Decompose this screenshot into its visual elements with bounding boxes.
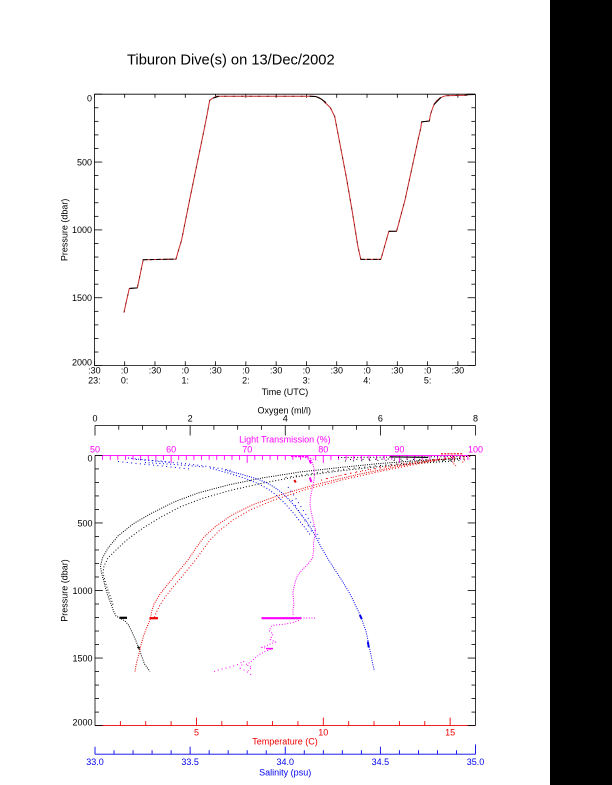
svg-text:2:: 2: [242, 375, 250, 385]
svg-text:50: 50 [90, 444, 100, 454]
svg-text::0: :0 [363, 366, 371, 376]
svg-text:23:: 23: [88, 375, 101, 385]
svg-text:35.0: 35.0 [467, 757, 485, 767]
svg-text:0: 0 [92, 413, 97, 423]
svg-text::30: :30 [209, 366, 222, 376]
svg-text:Light Transmission (%): Light Transmission (%) [239, 434, 331, 444]
svg-text:Tiburon Dive(s) on 13/Dec/2002: Tiburon Dive(s) on 13/Dec/2002 [127, 52, 335, 68]
svg-text::0: :0 [242, 366, 250, 376]
svg-text::0: :0 [182, 366, 190, 376]
svg-text:1500: 1500 [72, 293, 92, 303]
svg-text:60: 60 [166, 444, 176, 454]
svg-text:2000: 2000 [72, 358, 92, 368]
svg-text:4: 4 [283, 413, 288, 423]
svg-text:500: 500 [77, 518, 92, 528]
svg-text:0: 0 [87, 93, 92, 103]
svg-text:80: 80 [318, 444, 328, 454]
svg-text:15: 15 [445, 728, 455, 738]
svg-text:1000: 1000 [72, 225, 92, 235]
svg-text:Oxygen (ml/l): Oxygen (ml/l) [257, 405, 311, 415]
svg-text:1500: 1500 [72, 653, 92, 663]
svg-text:2000: 2000 [72, 718, 92, 728]
svg-text::0: :0 [424, 366, 432, 376]
svg-text:70: 70 [242, 444, 252, 454]
svg-text::0: :0 [121, 366, 129, 376]
svg-text:Salinity (psu): Salinity (psu) [259, 768, 311, 778]
svg-text::30: :30 [149, 366, 162, 376]
svg-text::30: :30 [88, 366, 101, 376]
svg-text:10: 10 [318, 728, 328, 738]
svg-text:Temperature (C): Temperature (C) [252, 736, 318, 746]
svg-text:6: 6 [378, 413, 383, 423]
svg-text:33.5: 33.5 [181, 757, 199, 767]
svg-text:1:: 1: [182, 375, 190, 385]
svg-text:Pressure (dbar): Pressure (dbar) [60, 559, 70, 622]
svg-text:34.0: 34.0 [276, 757, 294, 767]
svg-text:90: 90 [394, 444, 404, 454]
svg-text::30: :30 [391, 366, 404, 376]
svg-text::0: :0 [303, 366, 311, 376]
svg-text:4:: 4: [363, 375, 371, 385]
svg-text::30: :30 [330, 366, 343, 376]
svg-text::30: :30 [270, 366, 283, 376]
svg-text:5: 5 [194, 728, 199, 738]
svg-text:5:: 5: [424, 375, 432, 385]
svg-text:Time (UTC): Time (UTC) [262, 387, 309, 397]
svg-text:500: 500 [77, 157, 92, 167]
svg-text::30: :30 [452, 366, 465, 376]
svg-text:0:: 0: [121, 375, 129, 385]
svg-text:33.0: 33.0 [86, 757, 104, 767]
svg-text:1000: 1000 [72, 586, 92, 596]
svg-text:Pressure (dbar): Pressure (dbar) [60, 199, 70, 262]
svg-text:0: 0 [87, 454, 92, 464]
svg-text:8: 8 [473, 413, 478, 423]
svg-text:34.5: 34.5 [372, 757, 390, 767]
svg-text:100: 100 [468, 444, 483, 454]
svg-text:3:: 3: [303, 375, 311, 385]
svg-text:2: 2 [188, 413, 193, 423]
